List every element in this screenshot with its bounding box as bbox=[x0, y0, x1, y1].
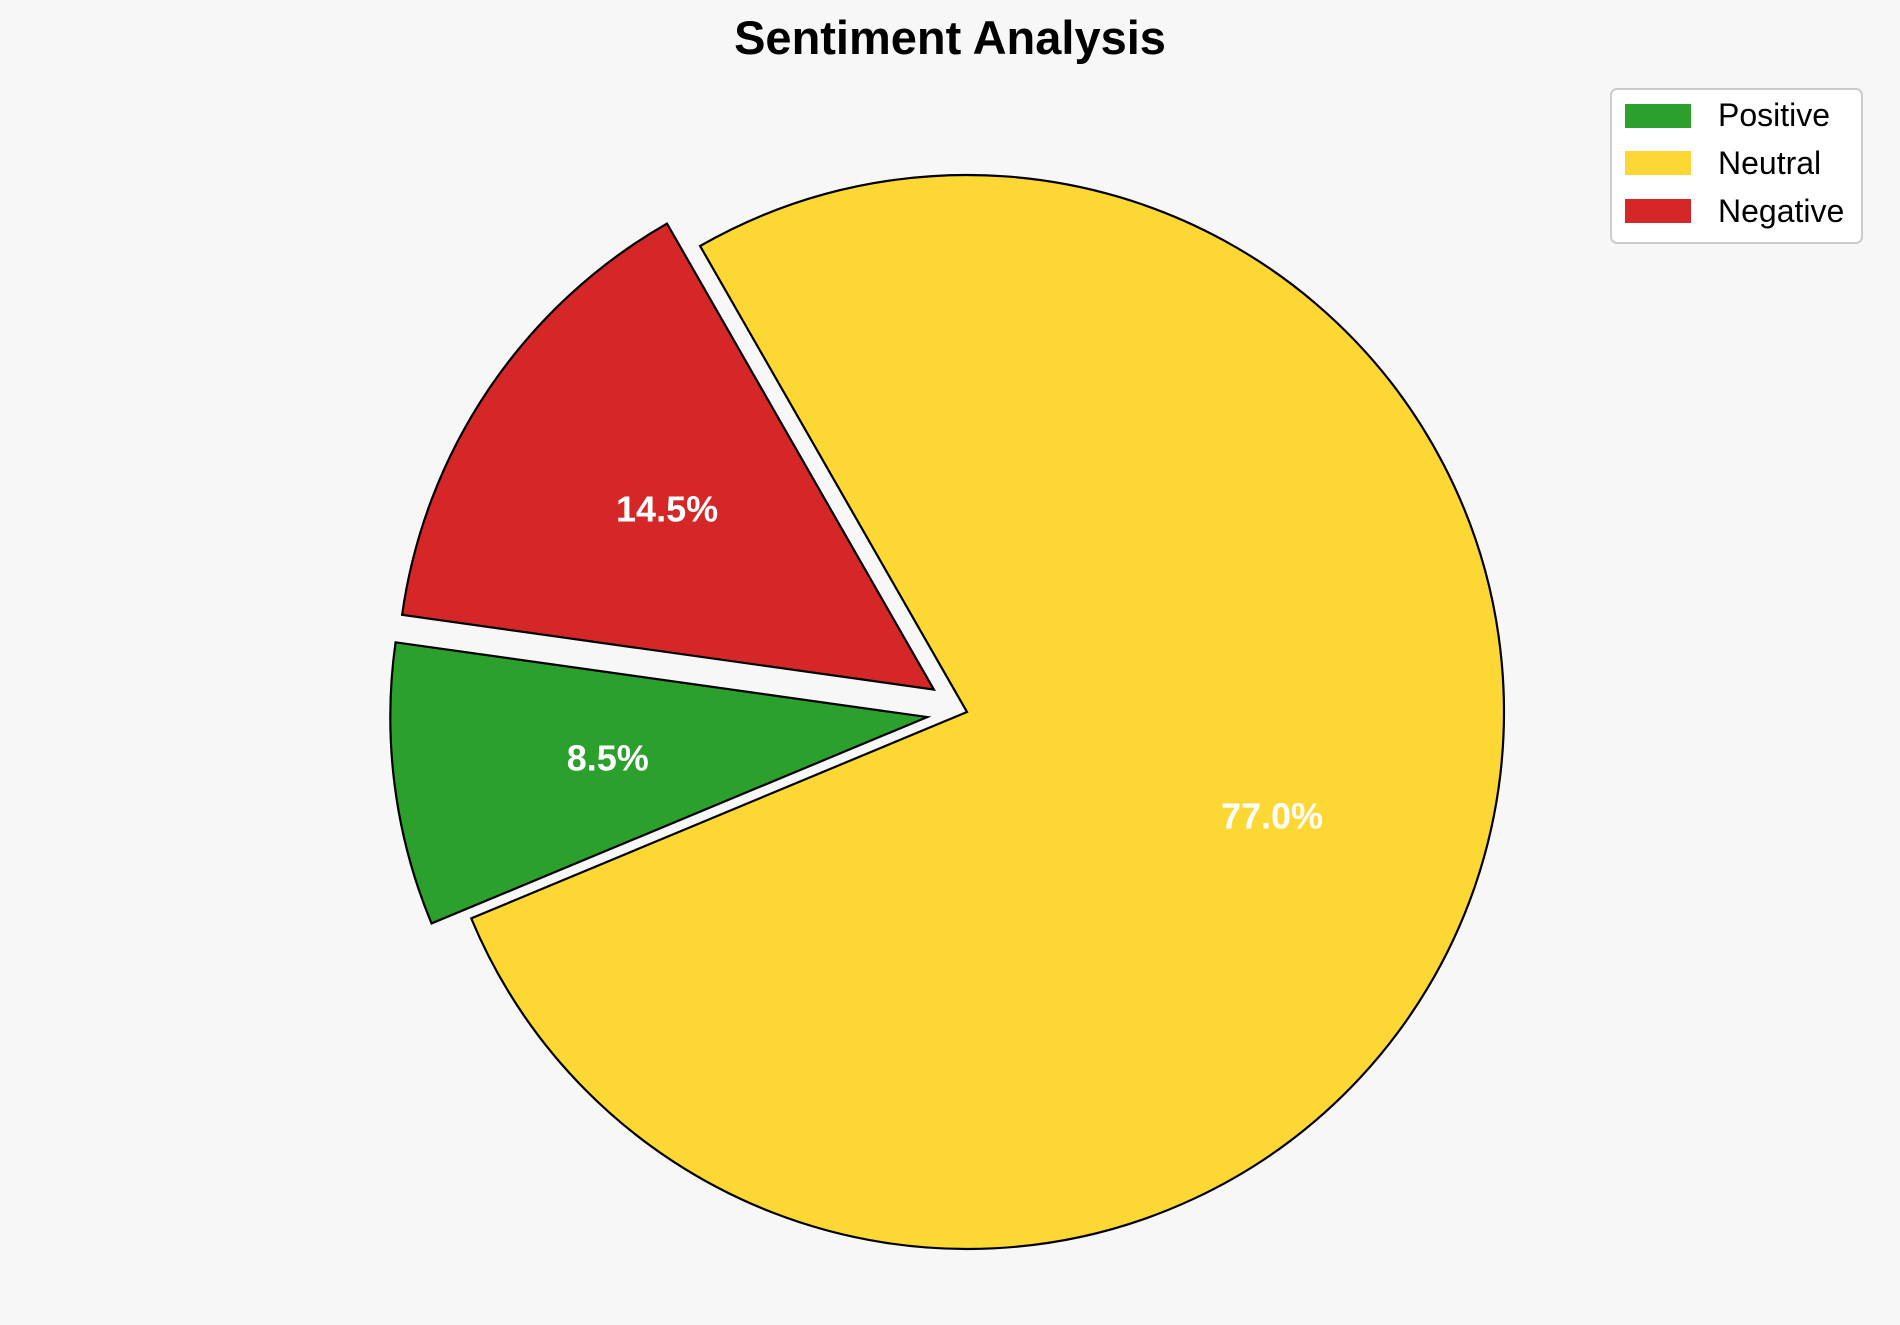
pie-data-labels: 8.5% 77.0% 14.5% bbox=[567, 488, 1323, 836]
pie-slice-neutral bbox=[469, 173, 1506, 1251]
data-label-negative: 14.5% bbox=[616, 488, 718, 529]
chart-title: Sentiment Analysis bbox=[734, 11, 1166, 64]
legend-label-negative: Negative bbox=[1718, 193, 1844, 229]
legend-swatch-positive bbox=[1625, 104, 1691, 128]
pie-slice-negative bbox=[400, 222, 936, 691]
legend-swatch-negative bbox=[1625, 199, 1691, 223]
pie-slice-positive bbox=[389, 641, 932, 925]
legend-label-positive: Positive bbox=[1718, 97, 1830, 133]
data-label-neutral: 77.0% bbox=[1221, 795, 1323, 836]
pie-slices bbox=[389, 173, 1506, 1251]
legend-label-neutral: Neutral bbox=[1718, 145, 1821, 181]
data-label-positive: 8.5% bbox=[567, 738, 649, 779]
legend: Positive Neutral Negative bbox=[1610, 88, 1863, 244]
legend-swatch-neutral bbox=[1625, 151, 1691, 175]
